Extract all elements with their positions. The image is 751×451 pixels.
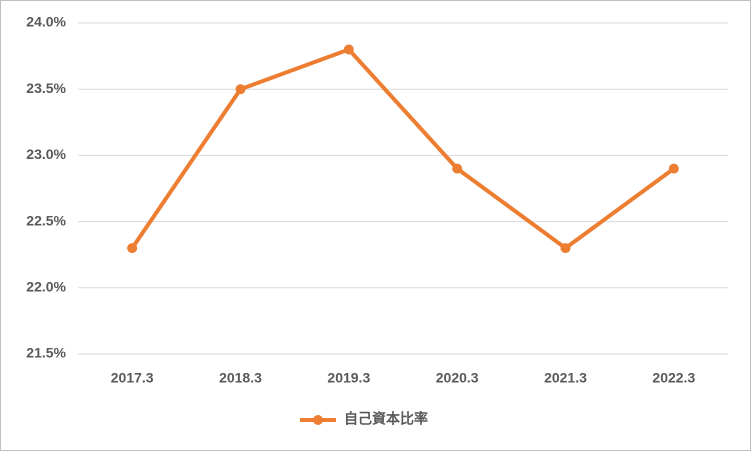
point bbox=[668, 163, 679, 174]
y-tick-label: 23.5% bbox=[26, 80, 66, 96]
x-tick-label: 2019.3 bbox=[327, 370, 370, 386]
legend-marker bbox=[313, 415, 323, 425]
y-tick-label: 23.0% bbox=[26, 146, 66, 162]
y-tick-label: 24.0% bbox=[26, 14, 66, 30]
point bbox=[235, 84, 246, 95]
point bbox=[560, 243, 571, 254]
x-tick-label: 2022.3 bbox=[652, 370, 695, 386]
legend-label: 自己資本比率 bbox=[344, 411, 428, 427]
y-tick-label: 22.5% bbox=[26, 212, 66, 228]
line bbox=[130, 47, 676, 251]
x-tick-label: 2021.3 bbox=[544, 370, 587, 386]
point bbox=[127, 243, 138, 254]
y-tick-label: 21.5% bbox=[26, 345, 66, 361]
x-tick-label: 2020.3 bbox=[436, 370, 479, 386]
x-tick-label: 2017.3 bbox=[111, 370, 154, 386]
point bbox=[343, 44, 354, 55]
y-tick-label: 22.0% bbox=[26, 279, 66, 295]
x-tick-label: 2018.3 bbox=[219, 370, 262, 386]
point bbox=[452, 163, 463, 174]
